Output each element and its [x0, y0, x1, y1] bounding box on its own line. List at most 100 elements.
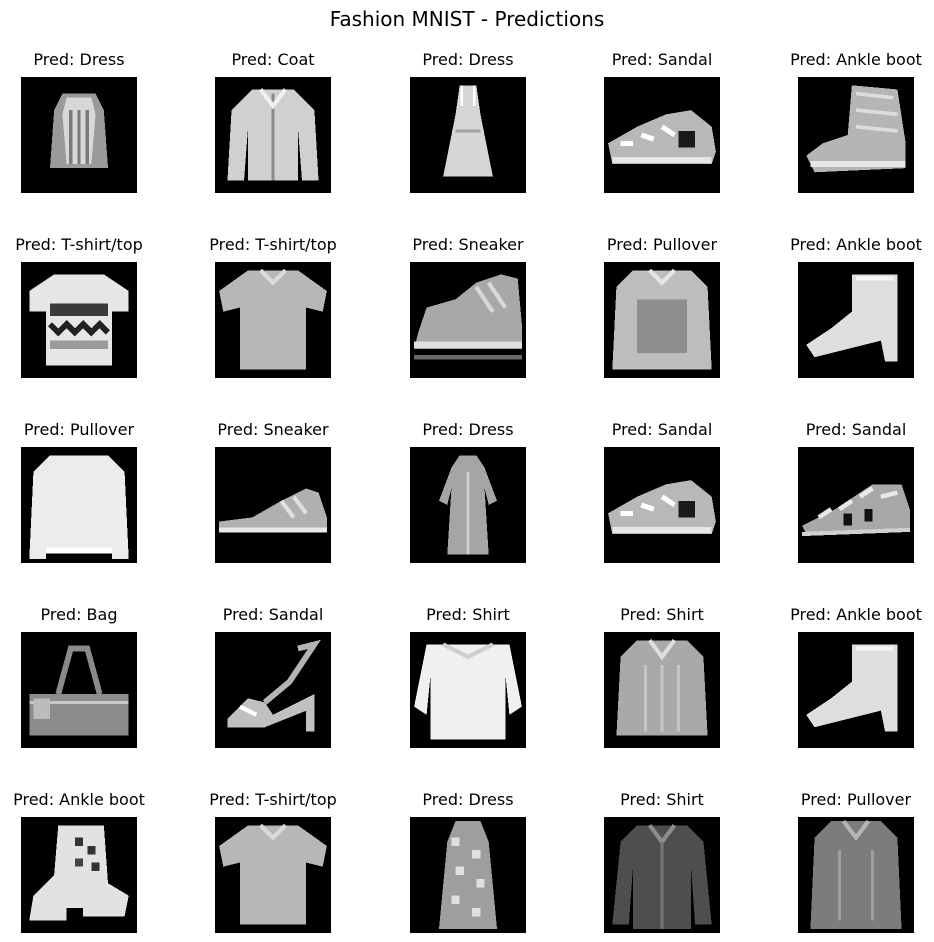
- prediction-cell: Pred: Dress: [0, 48, 177, 198]
- bag-icon: [29, 645, 129, 736]
- sandal-strappy-image: [798, 447, 914, 563]
- sneaker-low-icon: [219, 488, 327, 533]
- prediction-label: Pred: Shirt: [620, 790, 704, 809]
- prediction-label: Pred: Sneaker: [412, 235, 524, 254]
- prediction-cell: Pred: T-shirt/top: [175, 233, 371, 383]
- prediction-label: Pred: T-shirt/top: [209, 235, 337, 254]
- tshirt-printed-image: [21, 262, 137, 378]
- prediction-cell: Pred: Sandal: [564, 48, 760, 198]
- sneaker-image: [410, 262, 526, 378]
- tshirt-image: [215, 262, 331, 378]
- prediction-label: Pred: Shirt: [620, 605, 704, 624]
- prediction-cell: Pred: Sneaker: [370, 233, 566, 383]
- prediction-cell: Pred: Pullover: [0, 418, 177, 568]
- prediction-label: Pred: Sandal: [611, 50, 713, 69]
- dress-icon: [50, 93, 108, 169]
- prediction-label: Pred: Pullover: [23, 420, 135, 439]
- prediction-cell: Pred: Dress: [370, 788, 566, 938]
- ankle-boot-icon: [806, 85, 906, 173]
- prediction-cell: Pred: Sneaker: [175, 418, 371, 568]
- prediction-cell: Pred: Pullover: [564, 233, 760, 383]
- prediction-cell: Pred: Pullover: [758, 788, 934, 938]
- prediction-cell: Pred: T-shirt/top: [0, 233, 177, 383]
- dress-long-image: [410, 447, 526, 563]
- shirt-image: [604, 632, 720, 748]
- shirt-wide-image: [410, 632, 526, 748]
- pullover-icon: [612, 268, 712, 370]
- prediction-label: Pred: Sandal: [222, 605, 324, 624]
- prediction-label: Pred: Pullover: [606, 235, 718, 254]
- prediction-cell: Pred: Shirt: [564, 788, 760, 938]
- prediction-cell: Pred: Dress: [370, 48, 566, 198]
- shirt-dark-icon: [612, 824, 712, 929]
- sandal-image: [604, 447, 720, 563]
- prediction-label: Pred: Dress: [422, 420, 514, 439]
- shirt-dark-image: [604, 817, 720, 933]
- prediction-label: Pred: Sneaker: [217, 420, 329, 439]
- prediction-cell: Pred: Ankle boot: [758, 233, 934, 383]
- pullover-dark-image: [798, 817, 914, 933]
- prediction-label: Pred: Shirt: [426, 605, 510, 624]
- tshirt-image: [215, 817, 331, 933]
- prediction-label: Pred: T-shirt/top: [15, 235, 143, 254]
- coat-icon: [227, 88, 319, 181]
- tshirt-icon: [219, 823, 327, 925]
- prediction-cell: Pred: Sandal: [175, 603, 371, 753]
- shirt-wide-icon: [414, 642, 522, 740]
- prediction-label: Pred: Pullover: [800, 790, 912, 809]
- prediction-label: Pred: Ankle boot: [790, 235, 922, 254]
- pullover-image: [604, 262, 720, 378]
- tshirt-printed-icon: [29, 274, 129, 366]
- prediction-label: Pred: Ankle boot: [790, 605, 922, 624]
- ankle-boot-heel-icon: [806, 644, 898, 732]
- prediction-cell: Pred: Dress: [370, 418, 566, 568]
- prediction-cell: Pred: Ankle boot: [758, 603, 934, 753]
- dress-pattern-icon: [439, 821, 497, 929]
- pullover-dark-icon: [810, 819, 902, 929]
- prediction-cell: Pred: Sandal: [564, 418, 760, 568]
- prediction-label: Pred: Sandal: [611, 420, 713, 439]
- heeled-sandal-icon: [227, 639, 322, 732]
- prediction-cell: Pred: T-shirt/top: [175, 788, 371, 938]
- dress-slim-icon: [443, 85, 493, 177]
- sandal-image: [604, 77, 720, 193]
- prediction-label: Pred: Sandal: [805, 420, 907, 439]
- sandal-strappy-icon: [802, 484, 910, 537]
- tshirt-icon: [219, 268, 327, 370]
- prediction-cell: Pred: Ankle boot: [0, 788, 177, 938]
- prediction-cell: Pred: Ankle boot: [758, 48, 934, 198]
- figure-title: Fashion MNIST - Predictions: [329, 7, 605, 31]
- prediction-cell: Pred: Coat: [175, 48, 371, 198]
- sneaker-icon: [414, 274, 522, 360]
- prediction-cell: Pred: Bag: [0, 603, 177, 753]
- ankle-boot-pattern-image: [21, 817, 137, 933]
- pullover-light-icon: [29, 455, 129, 559]
- sandal-icon: [608, 110, 716, 164]
- prediction-label: Pred: Dress: [422, 790, 514, 809]
- bag-image: [21, 632, 137, 748]
- dress-pattern-image: [410, 817, 526, 933]
- ankle-boot-pattern-icon: [29, 825, 129, 921]
- ankle-boot-heel-image: [798, 632, 914, 748]
- dress-slim-image: [410, 77, 526, 193]
- sneaker-low-image: [215, 447, 331, 563]
- prediction-label: Pred: Coat: [231, 50, 315, 69]
- prediction-cell: Pred: Shirt: [370, 603, 566, 753]
- prediction-label: Pred: Ankle boot: [790, 50, 922, 69]
- ankle-boot-heel-image: [798, 262, 914, 378]
- prediction-label: Pred: Bag: [40, 605, 118, 624]
- dress-long-icon: [439, 455, 497, 555]
- shirt-icon: [616, 639, 708, 736]
- prediction-label: Pred: Dress: [422, 50, 514, 69]
- prediction-label: Pred: Ankle boot: [13, 790, 145, 809]
- coat-image: [215, 77, 331, 193]
- sandal-icon: [608, 480, 716, 534]
- prediction-cell: Pred: Sandal: [758, 418, 934, 568]
- ankle-boot-heel-icon: [806, 274, 898, 362]
- prediction-cell: Pred: Shirt: [564, 603, 760, 753]
- heeled-sandal-image: [215, 632, 331, 748]
- prediction-label: Pred: T-shirt/top: [209, 790, 337, 809]
- ankle-boot-image: [798, 77, 914, 193]
- pullover-light-image: [21, 447, 137, 563]
